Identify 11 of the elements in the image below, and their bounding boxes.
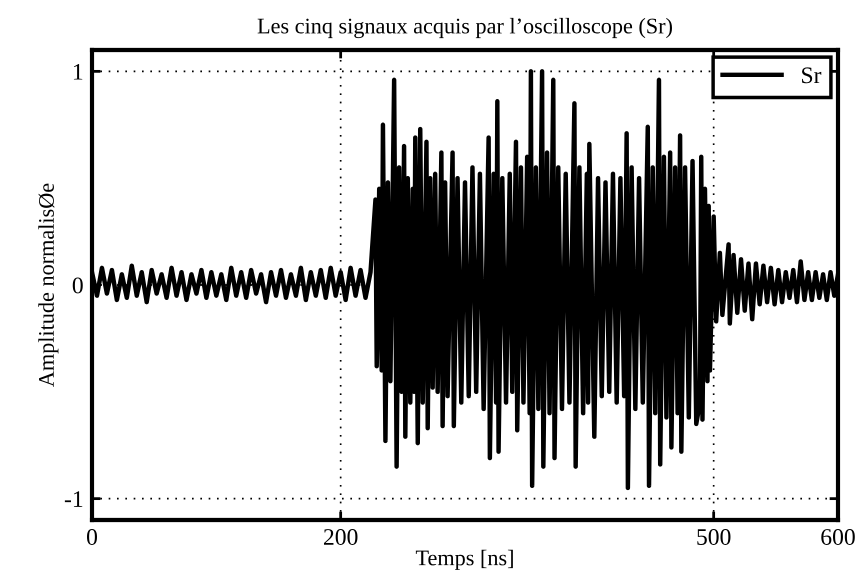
y-axis-title: Amplitude normalisØe [38, 184, 58, 387]
x-tick-label: 200 [324, 529, 358, 545]
x-axis-title: Temps [ns] [416, 550, 513, 570]
y-tick-label: 0 [72, 277, 83, 294]
chart-title: Les cinq signaux acquis par l’oscilloscope (Sr) [258, 18, 672, 38]
x-tick-label: 500 [697, 529, 730, 545]
legend-label: Sr [802, 67, 822, 84]
y-tick-label: 1 [74, 64, 82, 80]
x-tick-label: 600 [821, 529, 855, 545]
x-tick-label: 0 [86, 529, 98, 545]
y-tick-label: -1 [64, 491, 82, 507]
